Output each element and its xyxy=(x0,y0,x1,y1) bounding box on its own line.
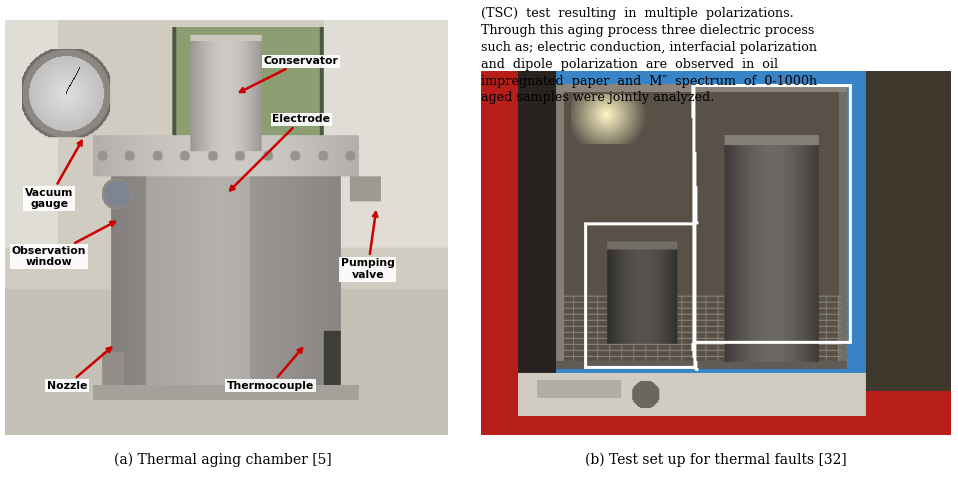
Text: Nozzle: Nozzle xyxy=(47,347,111,391)
Text: (TSC)  test  resulting  in  multiple  polarizations.
Through this aging process : (TSC) test resulting in multiple polariz… xyxy=(481,7,817,104)
Text: Vacuum
gauge: Vacuum gauge xyxy=(25,141,81,209)
Text: (b) Test set up for thermal faults [32]: (b) Test set up for thermal faults [32] xyxy=(584,453,847,467)
Text: Conservator: Conservator xyxy=(240,56,339,92)
Text: Thermocouple: Thermocouple xyxy=(227,348,314,391)
Text: Pumping
valve: Pumping valve xyxy=(341,212,395,280)
Text: Observation
window: Observation window xyxy=(11,222,115,268)
Text: (a) Thermal aging chamber [5]: (a) Thermal aging chamber [5] xyxy=(114,453,332,467)
Text: Electrode: Electrode xyxy=(230,115,331,190)
